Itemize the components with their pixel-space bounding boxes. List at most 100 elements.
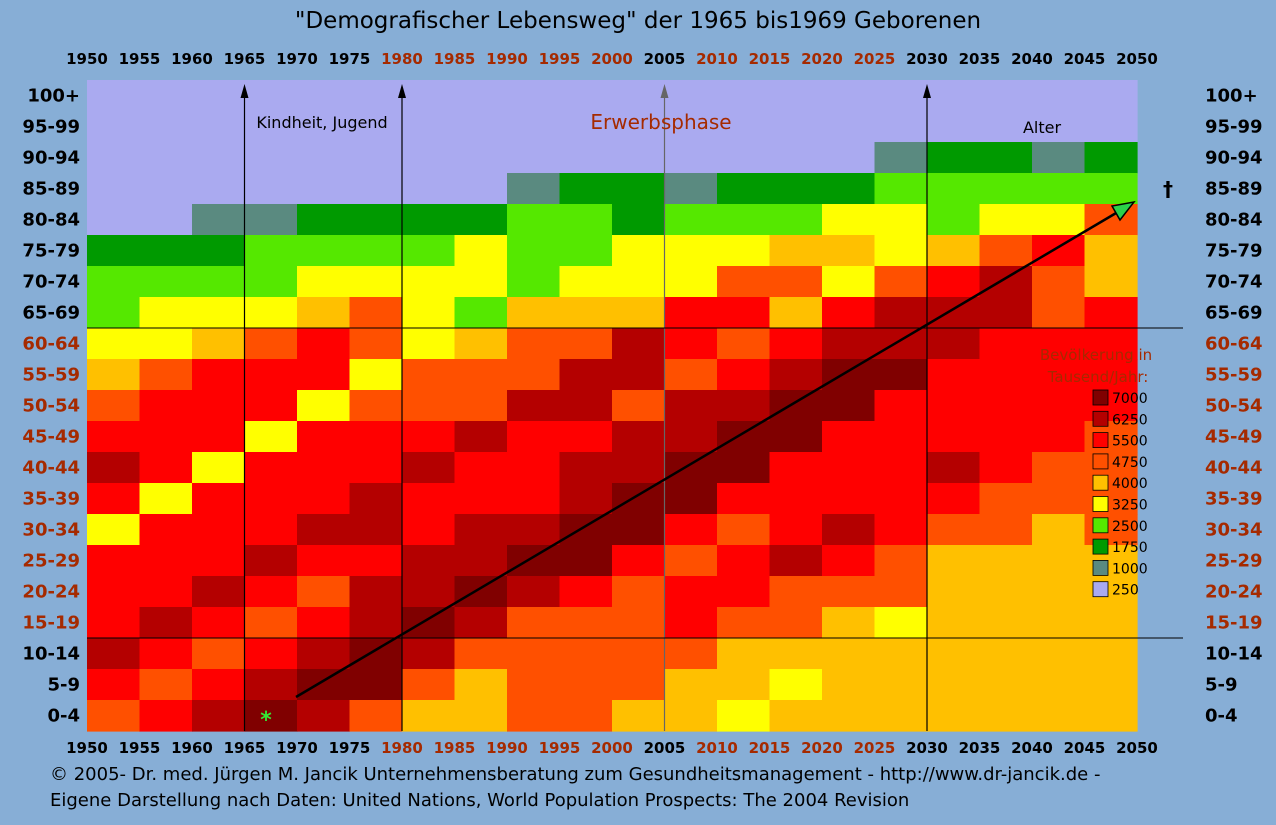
- top-year-axis: 1950 1955 1960 1965 1970 1975 1980 1985 1990 1995…: [66, 50, 1158, 68]
- heatmap-cell: [244, 483, 298, 515]
- heatmap-cell: [717, 142, 771, 174]
- heatmap-cell: [349, 297, 403, 329]
- heatmap-cell: [402, 235, 456, 267]
- heatmap-cell: [612, 669, 666, 701]
- heatmap-cell: [297, 266, 351, 298]
- x-tick-label-bottom: 1955: [119, 739, 161, 757]
- heatmap-cell: [454, 359, 508, 391]
- heatmap-cell: [979, 700, 1033, 732]
- heatmap-cell: [874, 576, 928, 608]
- heatmap-cell: [297, 514, 351, 546]
- heatmap-cell: [87, 390, 141, 422]
- heatmap-cell: [244, 328, 298, 360]
- heatmap-cell: [402, 359, 456, 391]
- heatmap-cell: [192, 576, 246, 608]
- y-tick-label-left: 50-54: [22, 396, 80, 417]
- heatmap-cell: [822, 452, 876, 484]
- heatmap-cell: [559, 328, 613, 360]
- heatmap-cell: [139, 204, 193, 236]
- heatmap-cell: [1032, 173, 1086, 205]
- y-tick-label-right: 40-44: [1205, 458, 1263, 479]
- heatmap-cell: [192, 390, 246, 422]
- heatmap-cell: [349, 235, 403, 267]
- heatmap-cell: [717, 421, 771, 453]
- birth-marker: *: [260, 708, 272, 733]
- heatmap-cell: [979, 328, 1033, 360]
- y-tick-label-left: 100+: [27, 86, 80, 107]
- heatmap-cell: [769, 638, 823, 670]
- x-tick-label-top: 1955: [119, 50, 161, 68]
- heatmap-cell: [874, 142, 928, 174]
- heatmap-cell: [874, 297, 928, 329]
- heatmap-cell: [874, 173, 928, 205]
- heatmap-cell: [87, 204, 141, 236]
- heatmap-cell: [454, 607, 508, 639]
- heatmap-cell: [1032, 576, 1086, 608]
- heatmap-cell: [454, 576, 508, 608]
- heatmap-cell: [874, 266, 928, 298]
- heatmap-cell: [612, 173, 666, 205]
- heatmap-cell: [874, 669, 928, 701]
- heatmap-cell: [717, 359, 771, 391]
- legend-swatch: [1092, 389, 1109, 406]
- y-tick-label-left: 5-9: [47, 675, 80, 696]
- heatmap-cell: [244, 700, 298, 732]
- heatmap-cell: [402, 390, 456, 422]
- heatmap-cell: [979, 266, 1033, 298]
- heatmap-cell: [244, 607, 298, 639]
- heatmap-cell: [244, 111, 298, 143]
- heatmap-cell: [559, 638, 613, 670]
- heatmap-cell: [927, 607, 981, 639]
- heatmap-cell: [244, 80, 298, 112]
- heatmap-cell: [349, 452, 403, 484]
- heatmap-cell: [717, 576, 771, 608]
- heatmap-cell: [979, 514, 1033, 546]
- heatmap-cell: [192, 452, 246, 484]
- heatmap-cell: [612, 452, 666, 484]
- heatmap-cell: [402, 483, 456, 515]
- y-tick-label-right: 95-99: [1205, 117, 1263, 138]
- phase-line-arrowhead: [660, 84, 669, 98]
- x-tick-label-top: 2010: [696, 50, 738, 68]
- x-tick-label-bottom: 1980: [381, 739, 423, 757]
- heatmap-cell: [297, 483, 351, 515]
- heatmap-cell: [1084, 359, 1138, 391]
- heatmap-cell: [822, 545, 876, 577]
- x-tick-label-bottom: 2015: [749, 739, 791, 757]
- y-tick-label-right: 15-19: [1205, 613, 1263, 634]
- phase-label-childhood: Kindheit, Jugend: [256, 113, 387, 132]
- life-path-arrow: [295, 204, 1129, 699]
- heatmap-cell: [1032, 514, 1086, 546]
- heatmap-cell: [769, 421, 823, 453]
- heatmap-cell: [822, 390, 876, 422]
- heatmap-cell: [612, 514, 666, 546]
- heatmap-cells: [87, 80, 1138, 732]
- heatmap-cell: [244, 204, 298, 236]
- heatmap-cell: [822, 111, 876, 143]
- heatmap-cell: [87, 173, 141, 205]
- heatmap-cell: [349, 328, 403, 360]
- heatmap-cell: [1084, 669, 1138, 701]
- heatmap-cell: [87, 483, 141, 515]
- legend-label: 2500: [1112, 519, 1148, 535]
- heatmap-cell: [1084, 700, 1138, 732]
- x-tick-label-top: 1960: [171, 50, 213, 68]
- heatmap-cell: [612, 700, 666, 732]
- heatmap-cell: [979, 545, 1033, 577]
- heatmap-cell: [927, 669, 981, 701]
- heatmap-cell: [402, 638, 456, 670]
- heatmap-cell: [979, 297, 1033, 329]
- heatmap-cell: [664, 142, 718, 174]
- heatmap-cell: [612, 421, 666, 453]
- heatmap-cell: [1084, 111, 1138, 143]
- heatmap-cell: [192, 700, 246, 732]
- heatmap-cell: [927, 545, 981, 577]
- heatmap-cell: [454, 390, 508, 422]
- heatmap-cell: [139, 359, 193, 391]
- heatmap-cell: [559, 173, 613, 205]
- legend-label: 6250: [1112, 412, 1148, 428]
- heatmap-cell: [297, 80, 351, 112]
- heatmap-cell: [927, 266, 981, 298]
- heatmap-cell: [717, 204, 771, 236]
